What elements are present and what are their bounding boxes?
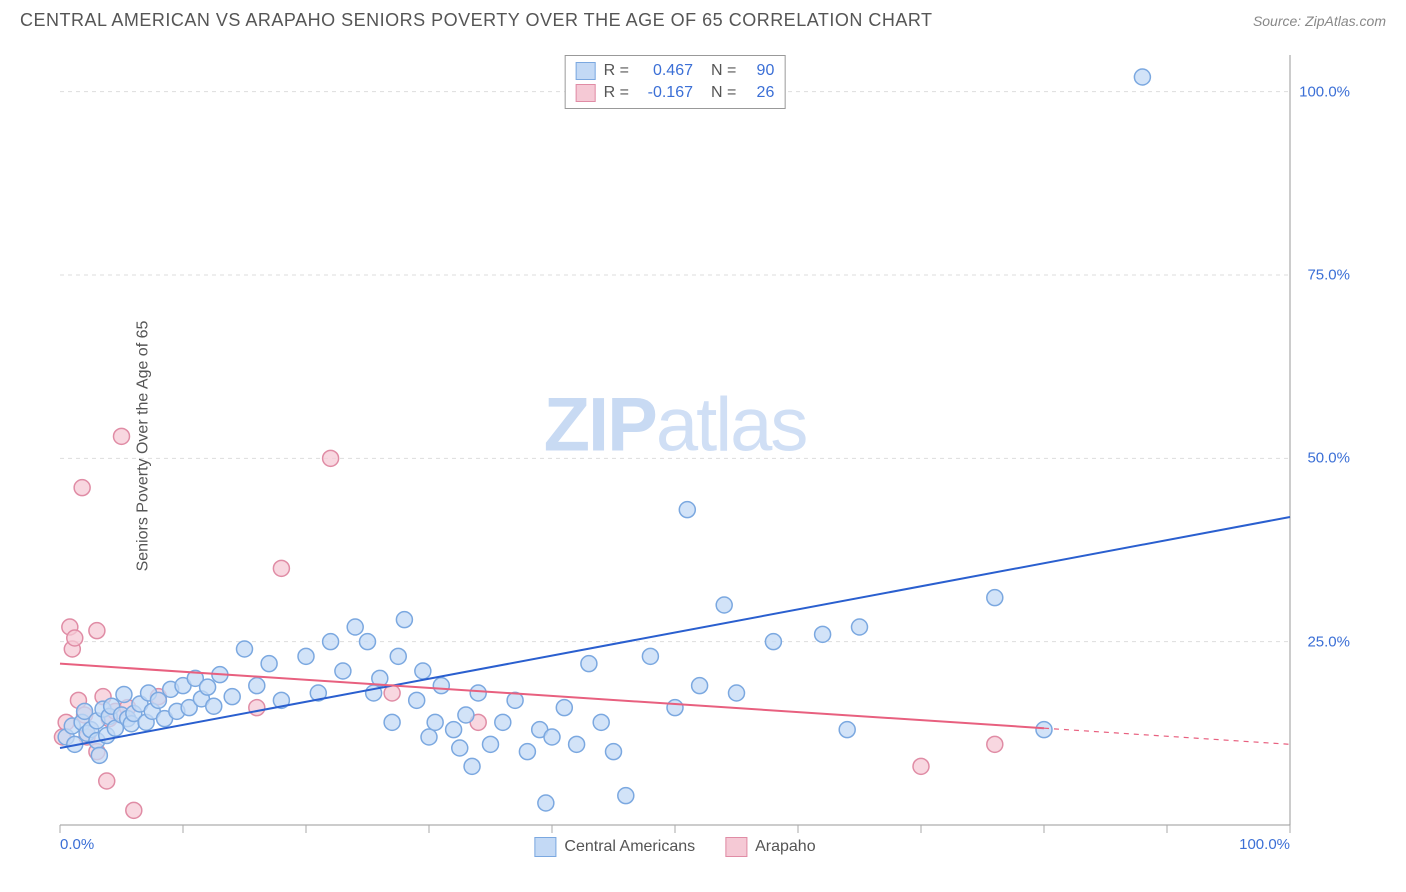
correlation-row-arapaho: R = -0.167 N = 26 xyxy=(576,82,775,104)
x-tick-label: 0.0% xyxy=(60,836,94,853)
source-attribution: Source: ZipAtlas.com xyxy=(1253,13,1386,29)
chart-title: CENTRAL AMERICAN VS ARAPAHO SENIORS POVE… xyxy=(20,10,933,31)
plot-area: ZIPatlas 25.0%50.0%75.0%100.0% 0.0%100.0… xyxy=(60,55,1290,825)
swatch-icon xyxy=(534,837,556,857)
y-tick-label: 25.0% xyxy=(1307,633,1350,650)
correlation-legend: R = 0.467 N = 90 R = -0.167 N = 26 xyxy=(565,55,786,109)
scatter-chart xyxy=(60,55,1290,825)
legend-item-central: Central Americans xyxy=(534,837,695,857)
swatch-arapaho xyxy=(576,84,596,102)
swatch-icon xyxy=(725,837,747,857)
y-tick-label: 50.0% xyxy=(1307,450,1350,467)
x-tick-label: 100.0% xyxy=(1239,836,1290,853)
y-tick-label: 100.0% xyxy=(1299,83,1350,100)
correlation-row-central: R = 0.467 N = 90 xyxy=(576,60,775,82)
series-legend: Central Americans Arapaho xyxy=(534,837,815,857)
chart-container: ZIPatlas 25.0%50.0%75.0%100.0% 0.0%100.0… xyxy=(60,55,1350,825)
swatch-central xyxy=(576,62,596,80)
y-tick-label: 75.0% xyxy=(1307,267,1350,284)
legend-item-arapaho: Arapaho xyxy=(725,837,816,857)
